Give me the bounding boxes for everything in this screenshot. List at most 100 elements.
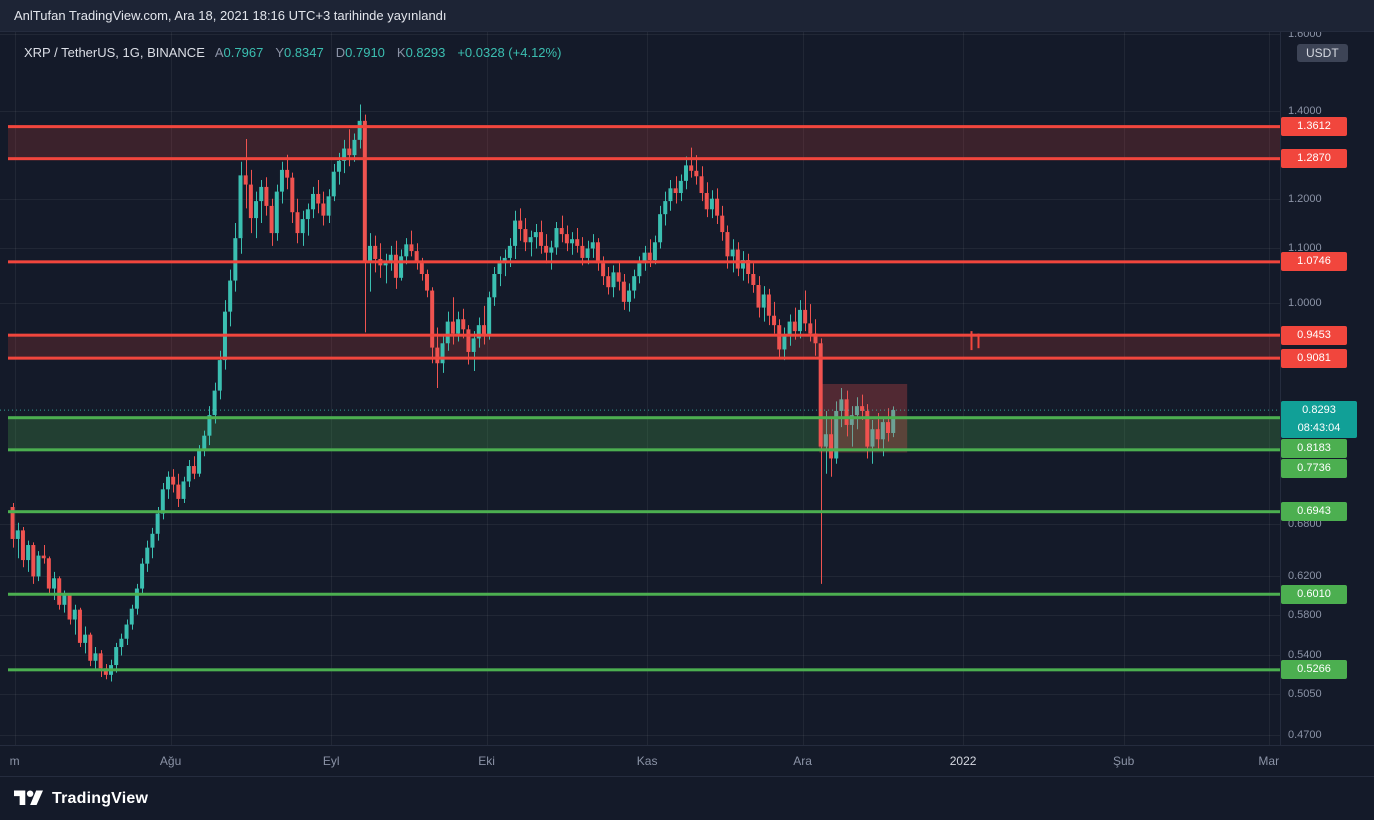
candle-up xyxy=(15,530,20,539)
time-scale[interactable]: m Ağu Eyl Eki Kas Ara 2022 Şub Mar xyxy=(0,745,1374,777)
attribution-link[interactable]: AnlTufan TradingView.com xyxy=(14,8,168,23)
horizontal-line-0.6943[interactable] xyxy=(8,510,1280,514)
candle-up xyxy=(678,180,683,194)
candle-up xyxy=(129,608,134,625)
candle-down xyxy=(694,170,699,177)
candle-up xyxy=(823,434,828,447)
candle-down xyxy=(595,242,600,264)
candle-down xyxy=(818,343,823,447)
time-axis-label: Ağu xyxy=(159,754,182,768)
candle-down xyxy=(580,245,585,258)
candle-up xyxy=(165,476,170,490)
level-price-badge: 0.9081 xyxy=(1281,348,1347,368)
horizontal-line-0.6010[interactable] xyxy=(8,592,1280,596)
candle-down xyxy=(829,434,834,459)
candle-up xyxy=(279,169,284,192)
candle-down xyxy=(772,315,777,326)
candle-down xyxy=(538,232,543,246)
horizontal-line-1.0746[interactable] xyxy=(8,260,1280,264)
candle-up xyxy=(300,219,305,234)
candle-up xyxy=(507,245,512,258)
time-axis-label: Şub xyxy=(1113,754,1135,768)
time-axis-label: Kas xyxy=(636,754,658,768)
tradingview-logo-icon xyxy=(14,787,43,810)
chart-area[interactable]: XRP / TetherUS, 1G, BINANCE A0.7967 Y0.8… xyxy=(0,32,1280,745)
candle-up xyxy=(305,209,310,220)
candle-down xyxy=(699,176,704,194)
candle-up xyxy=(709,198,714,210)
candle-up xyxy=(155,513,160,534)
candle-down xyxy=(575,239,580,246)
candle-down xyxy=(295,212,300,234)
candle-up xyxy=(549,247,554,253)
candle-up xyxy=(326,196,331,216)
candle-down xyxy=(176,484,181,499)
level-price-badge: 0.6010 xyxy=(1281,584,1347,604)
candle-down xyxy=(813,333,818,344)
red-zone-band xyxy=(8,335,1280,359)
candle-down xyxy=(725,232,730,257)
horizontal-line-1.3612[interactable] xyxy=(8,125,1280,129)
candle-down xyxy=(621,281,626,302)
candle-up xyxy=(228,280,233,312)
candle-up xyxy=(440,343,445,364)
candle-up xyxy=(730,249,735,257)
candle-down xyxy=(77,609,82,643)
candle-down xyxy=(409,244,414,252)
candle-up xyxy=(352,139,357,156)
candle-down xyxy=(10,507,15,539)
horizontal-line-0.8183[interactable] xyxy=(8,416,1280,420)
horizontal-line-0.9081[interactable] xyxy=(8,356,1280,360)
candle-up xyxy=(357,120,362,140)
chart-canvas[interactable] xyxy=(0,32,1280,745)
candle-down xyxy=(435,347,440,364)
candle-up xyxy=(254,201,259,219)
chart-legend: XRP / TetherUS, 1G, BINANCE A0.7967 Y0.8… xyxy=(24,45,561,60)
candle-down xyxy=(735,249,740,269)
horizontal-line-1.2870[interactable] xyxy=(8,157,1280,161)
candle-down xyxy=(751,274,756,285)
tradingview-logo[interactable]: TradingView xyxy=(14,787,148,810)
candle-down xyxy=(393,254,398,278)
price-tick: 0.5800 xyxy=(1288,608,1322,621)
candle-up xyxy=(513,220,518,246)
candle-up xyxy=(891,410,896,434)
candle-down xyxy=(647,252,652,261)
close-value: K0.8293 xyxy=(396,45,446,60)
currency-unit-button[interactable]: USDT xyxy=(1297,44,1348,62)
candle-down xyxy=(606,276,611,288)
candle-down xyxy=(285,169,290,178)
bar-countdown: 08:43:04 xyxy=(1297,422,1341,435)
price-tick: 1.1000 xyxy=(1288,242,1322,255)
symbol-title[interactable]: XRP / TetherUS, 1G, BINANCE xyxy=(24,45,205,60)
candle-down xyxy=(321,203,326,216)
candle-down xyxy=(248,184,253,219)
candle-up xyxy=(492,274,497,298)
candle-up xyxy=(36,555,41,577)
candle-down xyxy=(564,234,569,244)
candle-up xyxy=(497,263,502,275)
candle-up xyxy=(663,201,668,215)
horizontal-line-0.5266[interactable] xyxy=(8,668,1280,672)
attribution-date: , Ara 18, 2021 18:16 UTC+3 tarihinde yay… xyxy=(167,8,447,23)
candle-down xyxy=(103,668,108,675)
candle-up xyxy=(787,321,792,336)
current-price-badge: 0.8293 08:43:04 xyxy=(1281,400,1357,438)
level-price-badge: 1.3612 xyxy=(1281,117,1347,137)
candle-down xyxy=(544,245,549,253)
time-axis-label: Mar xyxy=(1258,754,1280,768)
price-tick: 1.0000 xyxy=(1288,297,1322,309)
price-tick: 0.5400 xyxy=(1288,649,1322,662)
candle-down xyxy=(31,545,36,577)
level-price-badge: 1.2870 xyxy=(1281,149,1347,169)
horizontal-line-0.9453[interactable] xyxy=(8,333,1280,337)
level-price-badge: 0.5266 xyxy=(1281,660,1347,680)
horizontal-line-0.7736[interactable] xyxy=(8,448,1280,452)
candle-down xyxy=(98,653,103,669)
candle-down xyxy=(67,595,72,620)
price-scale[interactable]: USDT 1.6000 1.4000 1.2000 1.1000 1.0000 0.680… xyxy=(1280,28,1374,745)
candle-up xyxy=(585,248,590,258)
candle-up xyxy=(782,335,787,350)
candle-up xyxy=(202,435,207,451)
level-price-badge: 0.9453 xyxy=(1281,325,1347,345)
